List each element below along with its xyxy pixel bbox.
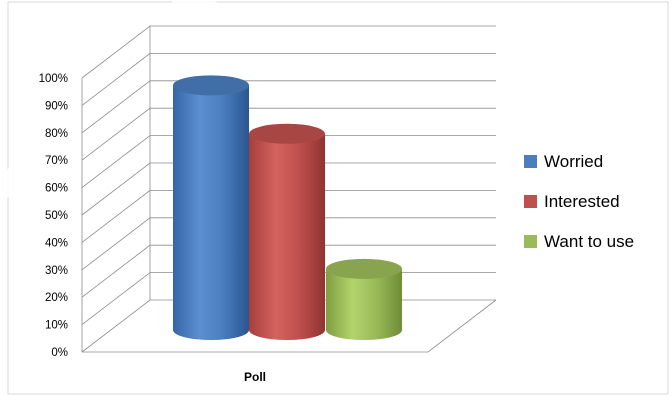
legend-label: Interested (544, 192, 620, 211)
legend-swatch (524, 235, 537, 248)
y-axis-tick-labels: 0% 10% 20% 30% 40% 50% 60% 70% 80% 90% 100% (39, 73, 68, 359)
bar-body (249, 133, 325, 340)
floor-edge (82, 299, 497, 353)
bar-top-shade (173, 75, 249, 96)
legend-label: Want to use (544, 232, 634, 251)
watermark-stroke (64, 39, 181, 141)
legend: Worried Interested Want to use (524, 152, 634, 251)
y-tick-label: 80% (45, 128, 68, 140)
bar-want-to-use (326, 258, 402, 340)
watermark-stroke (0, 85, 121, 201)
bar-body (173, 85, 249, 340)
y-tick-label: 40% (45, 237, 68, 249)
legend-label: Worried (544, 152, 603, 171)
y-tick-label: 20% (45, 292, 68, 304)
chart-frame (7, 1, 669, 395)
y-tick-label: 10% (45, 320, 68, 332)
bars (173, 75, 402, 340)
bar-interested (249, 123, 325, 340)
y-tick-label: 90% (45, 100, 68, 112)
legend-swatch (524, 155, 537, 168)
bar-top (173, 75, 249, 96)
bar-worried (173, 75, 249, 340)
y-tick-label: 50% (45, 210, 68, 222)
grid (81, 25, 497, 353)
bar-top (249, 123, 325, 144)
y-tick-label: 30% (45, 265, 68, 277)
x-axis-label: Poll (244, 370, 266, 384)
bar-top (326, 258, 402, 279)
legend-swatch (524, 195, 537, 208)
watermark-stroke (172, 0, 230, 20)
bar-top-shade (326, 258, 402, 279)
y-tick-label: 60% (45, 183, 68, 195)
y-tick-label: 100% (39, 73, 68, 85)
gridline (81, 25, 496, 79)
y-tick-label: 70% (45, 155, 68, 167)
bar-top-shade (249, 123, 325, 144)
y-tick-label: 0% (51, 347, 68, 359)
bar-body (326, 268, 402, 340)
